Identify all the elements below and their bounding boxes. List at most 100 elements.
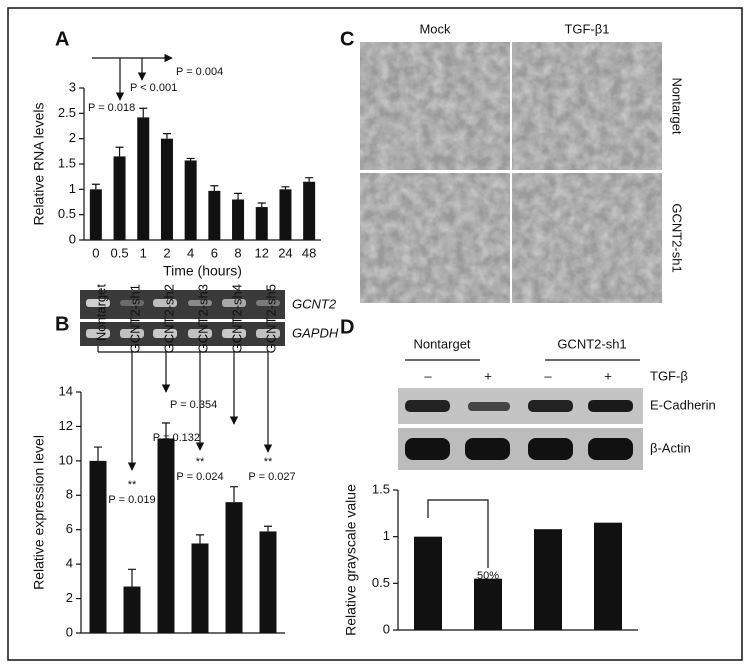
error-bar	[305, 177, 314, 182]
error-bar	[162, 422, 170, 439]
annotation: P = 0.019	[108, 494, 155, 506]
error-bar	[196, 534, 204, 544]
lane-label: GCNT2-sh4	[229, 284, 244, 353]
panel-letter: A	[55, 28, 69, 50]
error-bar	[264, 525, 272, 532]
y-tick-label: 1.5	[58, 155, 76, 170]
bar	[414, 536, 442, 630]
annotation: P = 0.132	[153, 432, 200, 444]
x-tick-label: 24	[278, 245, 292, 260]
gel-band-label: GAPDH	[292, 325, 339, 340]
annotation: P < 0.001	[130, 82, 177, 94]
bar	[279, 189, 292, 240]
y-tick-label: 0	[69, 231, 76, 246]
treatment-sign: +	[604, 368, 612, 383]
lane-label: GCNT2-sh5	[263, 284, 278, 353]
x-tick-label: 0	[92, 245, 99, 260]
y-axis-label: Relative RNA levels	[31, 103, 47, 226]
bar	[137, 117, 150, 240]
y-tick-label: 2	[66, 590, 73, 605]
bar	[191, 543, 209, 633]
treatment-sign: +	[484, 368, 492, 383]
bar	[89, 189, 102, 240]
gel-band-label: β-Actin	[650, 440, 691, 455]
y-tick-label: 0.5	[372, 575, 390, 590]
bar	[157, 438, 175, 633]
group-label: Nontarget	[413, 336, 470, 351]
treatment-sign: –	[544, 368, 552, 383]
y-tick-label: 1	[383, 528, 390, 543]
annotation: **	[264, 456, 273, 468]
y-tick-label: 4	[66, 556, 73, 571]
annotation: P = 0.027	[248, 471, 295, 483]
y-tick-label: 0	[383, 621, 390, 636]
annotation: 50%	[477, 570, 499, 582]
bar	[160, 138, 173, 240]
bar	[259, 531, 277, 633]
y-tick-label: 1	[69, 181, 76, 196]
bar	[184, 160, 197, 240]
error-bar	[234, 192, 243, 200]
y-tick-label: 2.5	[58, 105, 76, 120]
gel-b	[80, 290, 285, 346]
error-bar	[162, 133, 171, 139]
error-bar	[139, 107, 148, 118]
treatment-label: TGF-β	[650, 368, 688, 383]
column-label: Mock	[419, 21, 451, 36]
y-axis-label: Relative grayscale value	[343, 484, 359, 636]
error-bar	[128, 568, 136, 587]
y-tick-label: 2	[69, 130, 76, 145]
micrographs	[360, 42, 662, 303]
annotation: P = 0.024	[176, 471, 223, 483]
bar	[255, 207, 268, 240]
row-label: GCNT2-sh1	[670, 203, 685, 272]
annotation: **	[128, 479, 137, 491]
gel-d	[398, 388, 643, 470]
error-bar	[91, 183, 100, 190]
bar	[303, 181, 316, 240]
lane-label: GCNT2-sh2	[161, 284, 176, 353]
lane-label: Nontarget	[93, 284, 108, 341]
error-bar	[210, 185, 219, 191]
error-bar	[257, 202, 266, 208]
gel-band-label: E-Cadherin	[650, 397, 716, 412]
annotation: P = 0.354	[170, 399, 217, 411]
lane-label: GCNT2-sh1	[127, 284, 142, 353]
error-bar	[230, 486, 238, 503]
y-axis-label: Relative expression level	[31, 435, 47, 590]
error-bar	[186, 157, 195, 161]
bar	[232, 199, 245, 240]
y-tick-label: 12	[59, 418, 73, 433]
lane-label: GCNT2-sh3	[195, 284, 210, 353]
y-tick-label: 10	[59, 452, 73, 467]
frame	[7, 7, 743, 661]
treatment-sign: –	[424, 368, 432, 383]
bar	[89, 460, 107, 633]
x-tick-label: 0.5	[111, 245, 129, 260]
panel-letter: C	[340, 28, 354, 50]
error-bar	[281, 186, 290, 190]
annotation: P = 0.004	[176, 66, 223, 78]
gel-band-label: GCNT2	[292, 296, 337, 311]
comparison-bracket	[427, 499, 489, 568]
x-tick-label: 1	[140, 245, 147, 260]
column-label: TGF-β1	[564, 21, 609, 36]
x-tick-label: 8	[234, 245, 241, 260]
x-tick-label: 2	[163, 245, 170, 260]
y-tick-label: 0.5	[58, 206, 76, 221]
y-tick-label: 8	[66, 487, 73, 502]
bar	[474, 578, 502, 630]
error-bar	[94, 446, 102, 461]
bar	[534, 529, 562, 630]
x-tick-label: 6	[211, 245, 218, 260]
y-tick-label: 1.5	[372, 481, 390, 496]
bar	[225, 502, 243, 633]
error-bar	[115, 146, 124, 157]
x-tick-label: 48	[302, 245, 316, 260]
significance-arrows	[92, 53, 173, 101]
x-axis-label: Time (hours)	[163, 263, 242, 279]
y-tick-label: 14	[59, 383, 73, 398]
x-tick-label: 4	[187, 245, 194, 260]
bar	[123, 586, 141, 633]
row-label: Nontarget	[670, 77, 685, 134]
